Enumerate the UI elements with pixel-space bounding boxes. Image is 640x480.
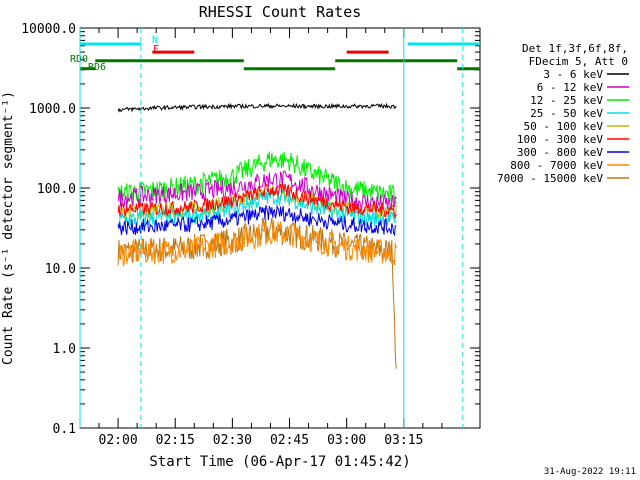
- legend-header: Det 1f,3f,6f,8f,: [522, 42, 628, 55]
- legend-label: 800 - 7000 keV: [510, 159, 603, 172]
- flag-bar-label: RD0: [70, 54, 88, 65]
- chart-title: RHESSI Count Rates: [199, 3, 362, 21]
- y-tick-label: 0.1: [53, 422, 76, 437]
- data-series: [117, 102, 397, 369]
- vertical-markers: [79, 28, 464, 428]
- legend: Det 1f,3f,6f,8f,FDecim 5, Att 03 - 6 keV…: [497, 42, 629, 185]
- flag-bar-label: RD6: [88, 62, 106, 73]
- y-tick-label: 100.0: [37, 182, 76, 197]
- legend-label: 3 - 6 keV: [543, 68, 603, 81]
- legend-header: FDecim 5, Att 0: [529, 55, 628, 68]
- legend-label: 7000 - 15000 keV: [497, 172, 603, 185]
- legend-label: 6 - 12 keV: [537, 81, 604, 94]
- y-tick-label: 1000.0: [29, 102, 76, 117]
- y-axis-label: Count Rate (s⁻¹ detector segment⁻¹): [1, 91, 16, 365]
- y-tick-label: 10.0: [45, 262, 76, 277]
- series-line: [117, 220, 397, 267]
- x-tick-label: 02:00: [99, 433, 138, 448]
- legend-label: 50 - 100 keV: [524, 120, 604, 133]
- series-line: [117, 102, 397, 113]
- x-tick-label: 02:45: [270, 433, 309, 448]
- x-axis-label: Start Time (06-Apr-17 01:45:42): [149, 454, 410, 470]
- legend-label: 25 - 50 keV: [530, 107, 603, 120]
- timestamp: 31-Aug-2022 19:11: [544, 467, 636, 477]
- legend-label: 12 - 25 keV: [530, 94, 603, 107]
- x-tick-label: 02:30: [213, 433, 252, 448]
- x-tick-label: 03:15: [384, 433, 423, 448]
- flag-bar-label: N: [152, 35, 158, 46]
- legend-label: 100 - 300 keV: [517, 133, 603, 146]
- x-tick-label: 03:00: [327, 433, 366, 448]
- legend-label: 300 - 800 keV: [517, 146, 603, 159]
- series-line: [117, 183, 397, 219]
- y-tick-label: 10000.0: [21, 22, 76, 37]
- series-line: [117, 204, 397, 237]
- y-tick-label: 1.0: [53, 342, 76, 357]
- series-line: [117, 188, 397, 228]
- series-line: [117, 151, 397, 204]
- x-tick-label: 02:15: [156, 433, 195, 448]
- flag-bar-label: F: [153, 44, 159, 55]
